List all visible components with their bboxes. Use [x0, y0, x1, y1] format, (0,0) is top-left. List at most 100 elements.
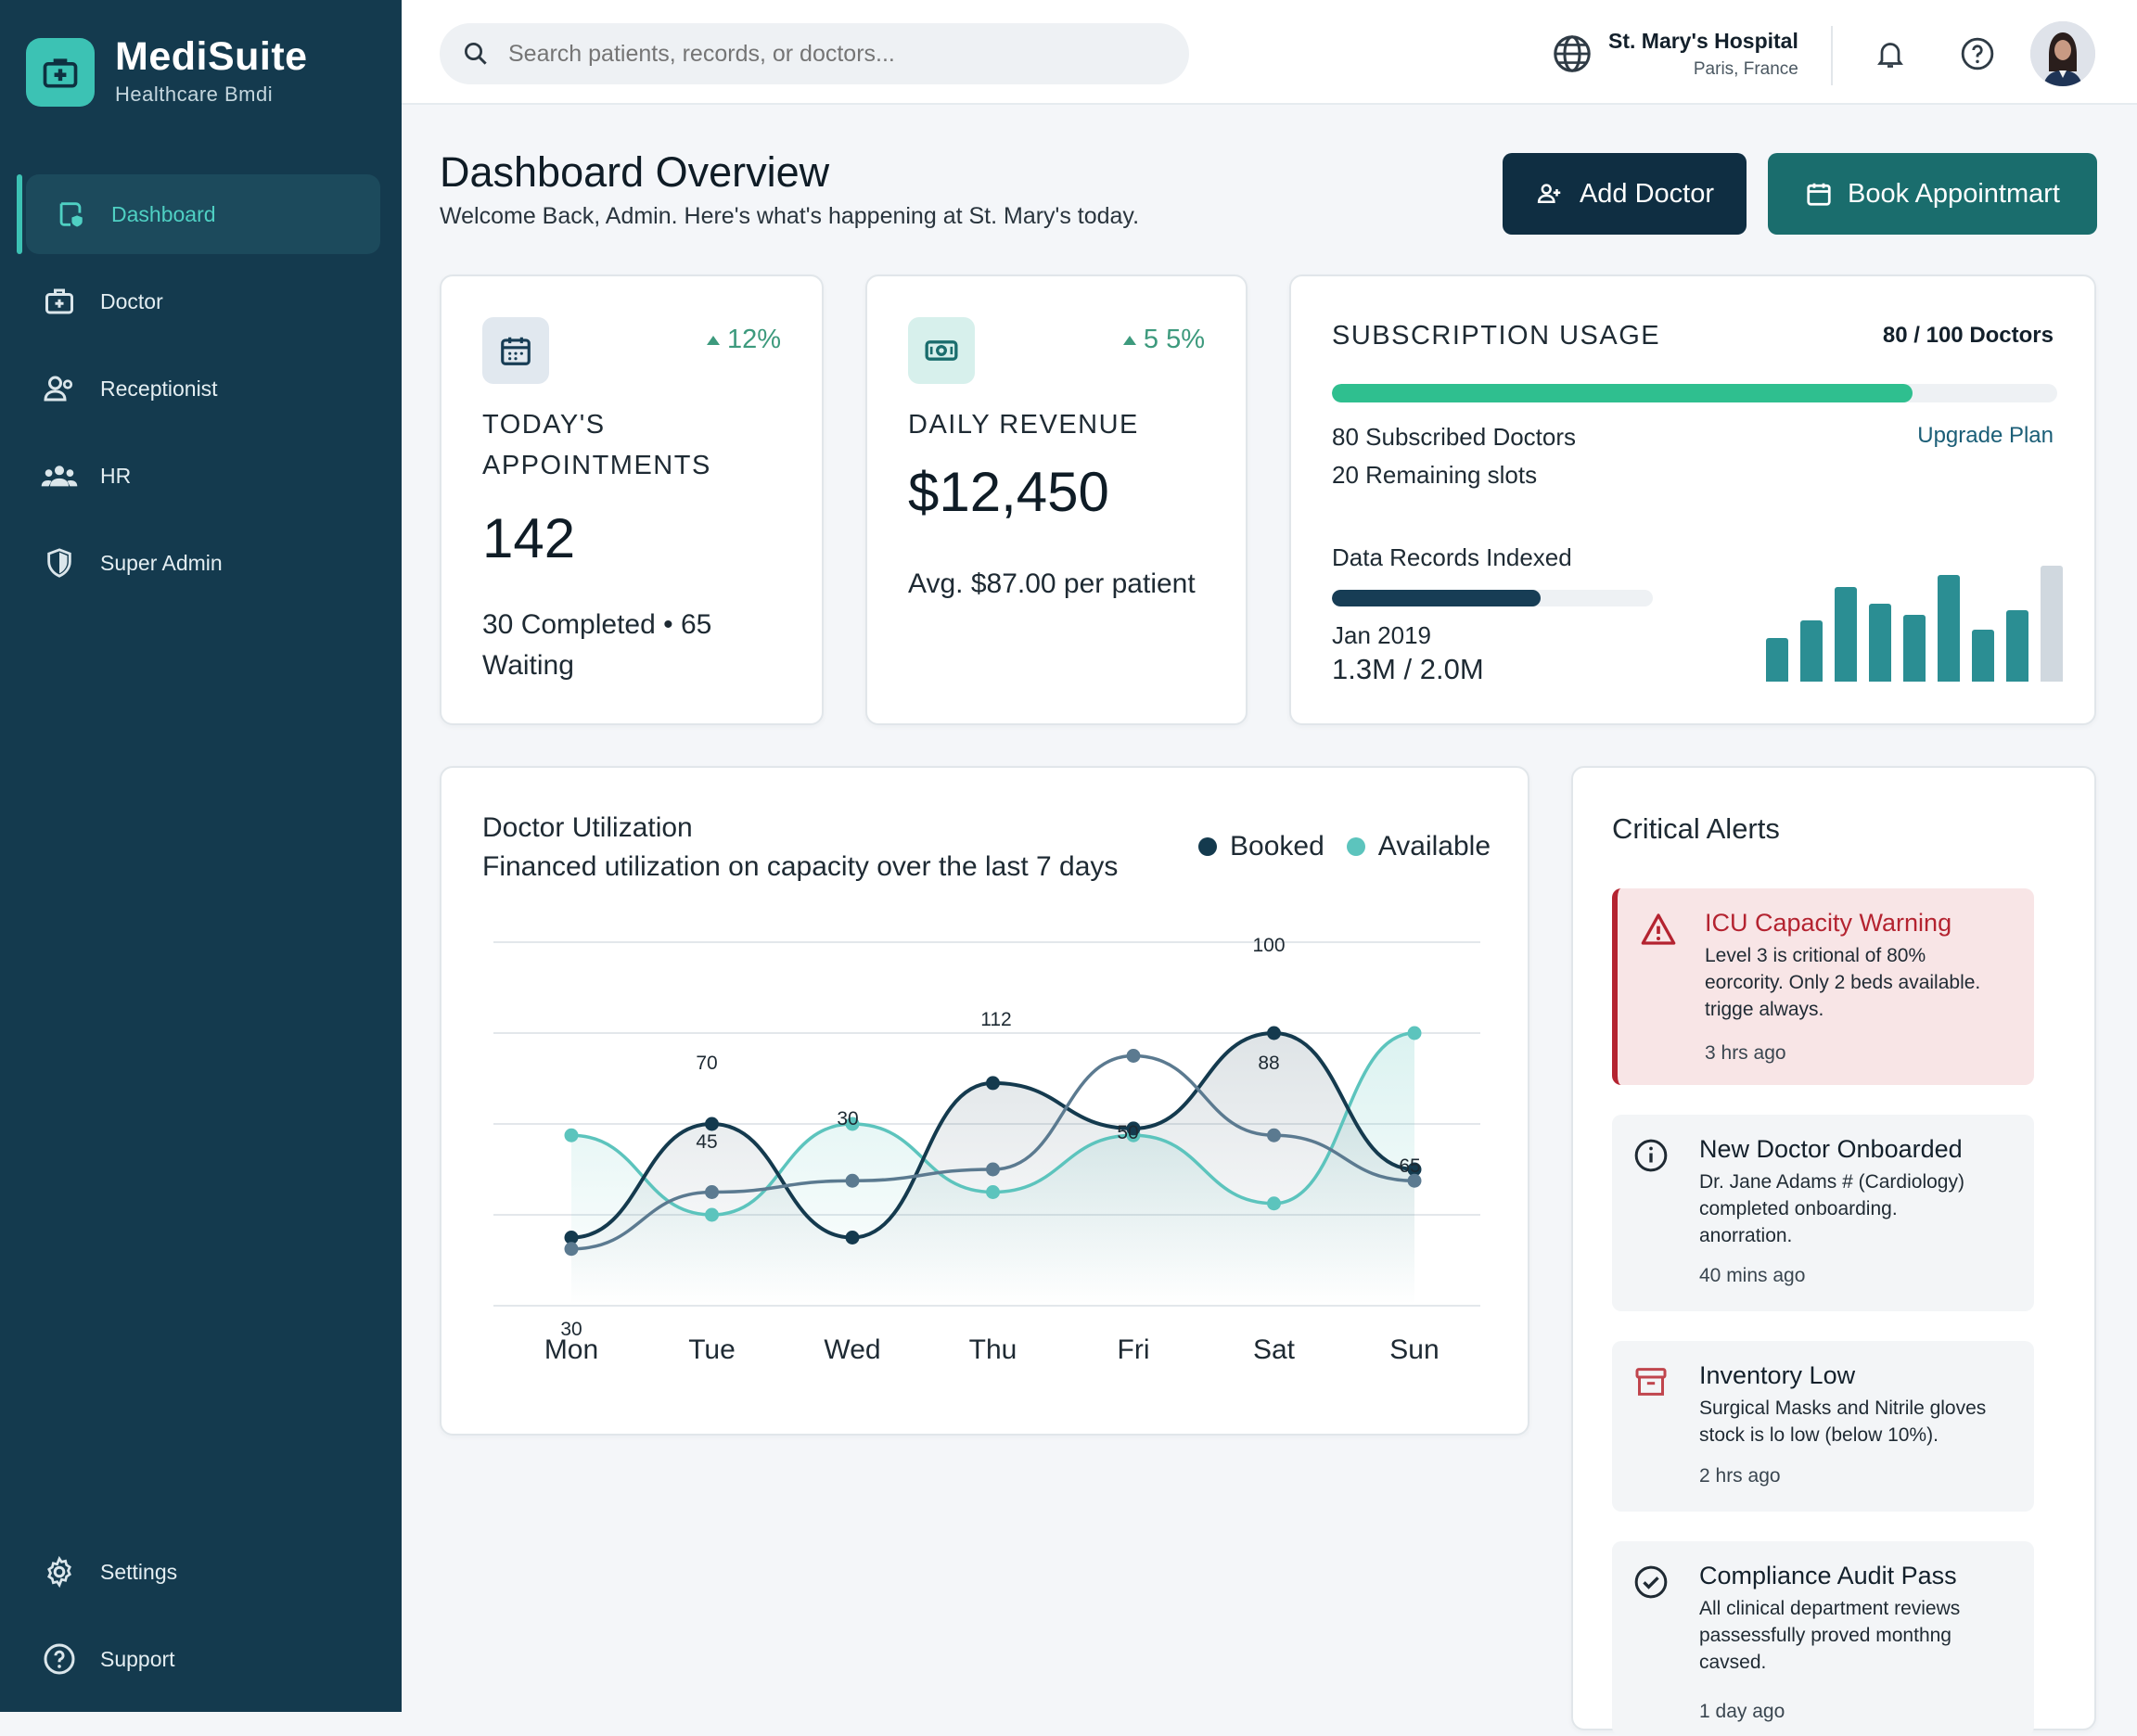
data-point	[1407, 1162, 1422, 1177]
data-point	[705, 1185, 719, 1199]
info-icon	[1632, 1137, 1670, 1174]
sidebar-item-settings[interactable]: Settings	[26, 1532, 380, 1612]
alert-body-line: All clinical department reviews	[1699, 1598, 1961, 1619]
alert-body: All clinical department reviews passessf…	[1699, 1595, 2019, 1676]
add-doctor-button[interactable]: Add Doctor	[1503, 153, 1747, 235]
help-button[interactable]	[1951, 28, 2003, 80]
alert-body-line: trigge always.	[1705, 999, 1824, 1020]
mini-bar	[1972, 629, 1994, 682]
appointments-label-line2: APPOINTMENTS	[482, 451, 711, 480]
revenue-value: $12,450	[908, 461, 1109, 523]
utilization-chart-card: Doctor Utilization Financed utilization …	[440, 766, 1529, 1436]
upgrade-plan-link[interactable]: Upgrade Plan	[1917, 423, 2054, 448]
check-circle-icon	[1632, 1564, 1670, 1601]
sidebar-item-doctor[interactable]: Doctor	[26, 262, 380, 341]
appointments-value: 142	[482, 507, 576, 569]
shield-icon	[41, 544, 78, 581]
mini-bar	[1800, 619, 1823, 682]
data-label: 112	[980, 1009, 1011, 1030]
records-value: 1.3M / 2.0M	[1332, 653, 1484, 685]
x-tick-label: Sun	[1389, 1334, 1439, 1365]
sidebar-item-label: Doctor	[100, 288, 163, 313]
revenue-delta: 5 5%	[1122, 325, 1205, 355]
x-tick-label: Wed	[824, 1334, 880, 1365]
subscription-count: 80 / 100 Doctors	[1882, 323, 2054, 348]
alert-title: Compliance Audit Pass	[1699, 1562, 1957, 1589]
subscription-card: SUBSCRIPTION USAGE 80 / 100 Doctors 80 S…	[1289, 274, 2096, 725]
search-input[interactable]	[506, 39, 1156, 69]
appointments-footer: 30 Completed • 65 Waiting	[482, 605, 711, 686]
calendar-icon	[482, 317, 549, 384]
x-tick-label: Thu	[969, 1334, 1017, 1365]
alert-inventory-low[interactable]: Inventory Low Surgical Masks and Nitrile…	[1612, 1341, 2034, 1512]
sidebar-item-dashboard[interactable]: Dashboard	[26, 174, 380, 254]
alert-body-line: Level 3 is critional of 80%	[1705, 945, 1926, 966]
data-point	[1126, 1049, 1141, 1063]
alert-body: Surgical Masks and Nitrile gloves stock …	[1699, 1395, 2019, 1449]
alert-title: ICU Capacity Warning	[1705, 909, 1952, 937]
alert-time: 3 hrs ago	[1705, 1042, 1786, 1064]
alert-body-line: eorcority. Only 2 beds available.	[1705, 972, 1981, 993]
legend-swatch-available	[1346, 837, 1365, 856]
alert-body-line: Dr. Jane Adams # (Cardiology)	[1699, 1171, 1964, 1193]
records-progress-fill	[1332, 590, 1541, 606]
brand-subtitle: Healthcare Bmdi	[115, 83, 274, 106]
alert-new-doctor[interactable]: New Doctor Onboarded Dr. Jane Adams # (C…	[1612, 1115, 2034, 1311]
search-bar[interactable]	[440, 23, 1189, 84]
alert-body: Dr. Jane Adams # (Cardiology) completed …	[1699, 1168, 2019, 1249]
mini-bar	[1869, 604, 1891, 682]
trend-up-icon	[1122, 335, 1136, 345]
appointments-label: TODAY'S APPOINTMENTS	[482, 404, 711, 486]
hospital-location: Paris, France	[1693, 58, 1798, 79]
mini-bar	[1766, 637, 1788, 682]
subscription-title: SUBSCRIPTION USAGE	[1332, 321, 1661, 351]
avatar[interactable]	[2030, 21, 2095, 86]
data-point	[1267, 1196, 1281, 1211]
bell-icon	[1874, 36, 1907, 71]
page-title: Dashboard Overview	[440, 148, 830, 196]
mini-bar	[1938, 575, 1960, 682]
x-tick-label: Tue	[688, 1334, 736, 1365]
alert-time: 1 day ago	[1699, 1701, 1785, 1722]
data-point	[705, 1117, 719, 1131]
book-appointment-button[interactable]: Book Appointmart	[1768, 153, 2097, 235]
trend-up-icon	[706, 335, 720, 345]
data-label: 100	[1252, 935, 1285, 956]
alert-icu-capacity[interactable]: ICU Capacity Warning Level 3 is critiona…	[1612, 888, 2034, 1085]
chart-title: Doctor Utilization	[482, 812, 693, 843]
sidebar-item-label: Settings	[100, 1559, 178, 1584]
appointments-label-line1: TODAY'S	[482, 410, 606, 440]
data-point	[1407, 1026, 1422, 1040]
data-point	[1267, 1128, 1281, 1142]
sidebar-item-hr[interactable]: HR	[26, 436, 380, 516]
chart-subtitle: Financed utilization on capacity over th…	[482, 851, 1119, 882]
alert-body-line: cavsed.	[1699, 1652, 1767, 1673]
gear-icon	[41, 1553, 78, 1590]
data-point	[986, 1185, 1000, 1199]
alert-compliance-audit[interactable]: Compliance Audit Pass All clinical depar…	[1612, 1541, 2034, 1736]
data-point	[986, 1076, 1000, 1091]
data-label: 45	[696, 1131, 717, 1153]
help-icon	[41, 1640, 78, 1678]
user-add-icon	[41, 370, 78, 407]
x-tick-label: Sat	[1253, 1334, 1296, 1365]
medical-case-icon	[26, 37, 95, 107]
sidebar-item-receptionist[interactable]: Receptionist	[26, 349, 380, 428]
user-add-icon	[1535, 180, 1565, 208]
sidebar-item-label: Super Admin	[100, 550, 223, 575]
mini-bar	[2041, 566, 2063, 682]
alert-time: 40 mins ago	[1699, 1265, 1806, 1286]
sidebar-item-super-admin[interactable]: Super Admin	[26, 523, 380, 603]
subscription-progress	[1332, 384, 2057, 402]
data-point	[845, 1231, 860, 1245]
sidebar: MediSuite Healthcare Bmdi Dashboard Doct…	[0, 0, 402, 1712]
sidebar-item-support[interactable]: Support	[26, 1619, 380, 1699]
alert-body: Level 3 is critional of 80% eorcority. O…	[1705, 942, 2025, 1023]
data-point	[845, 1173, 860, 1188]
alert-body-line: stock is lo low (below 10%).	[1699, 1424, 1939, 1446]
sidebar-item-label: Receptionist	[100, 376, 218, 401]
sidebar-item-label: Support	[100, 1646, 175, 1671]
notifications-button[interactable]	[1864, 28, 1916, 80]
data-label: 88	[1258, 1053, 1279, 1074]
hospital-selector[interactable]: St. Mary's Hospital Paris, France	[1551, 24, 1805, 83]
